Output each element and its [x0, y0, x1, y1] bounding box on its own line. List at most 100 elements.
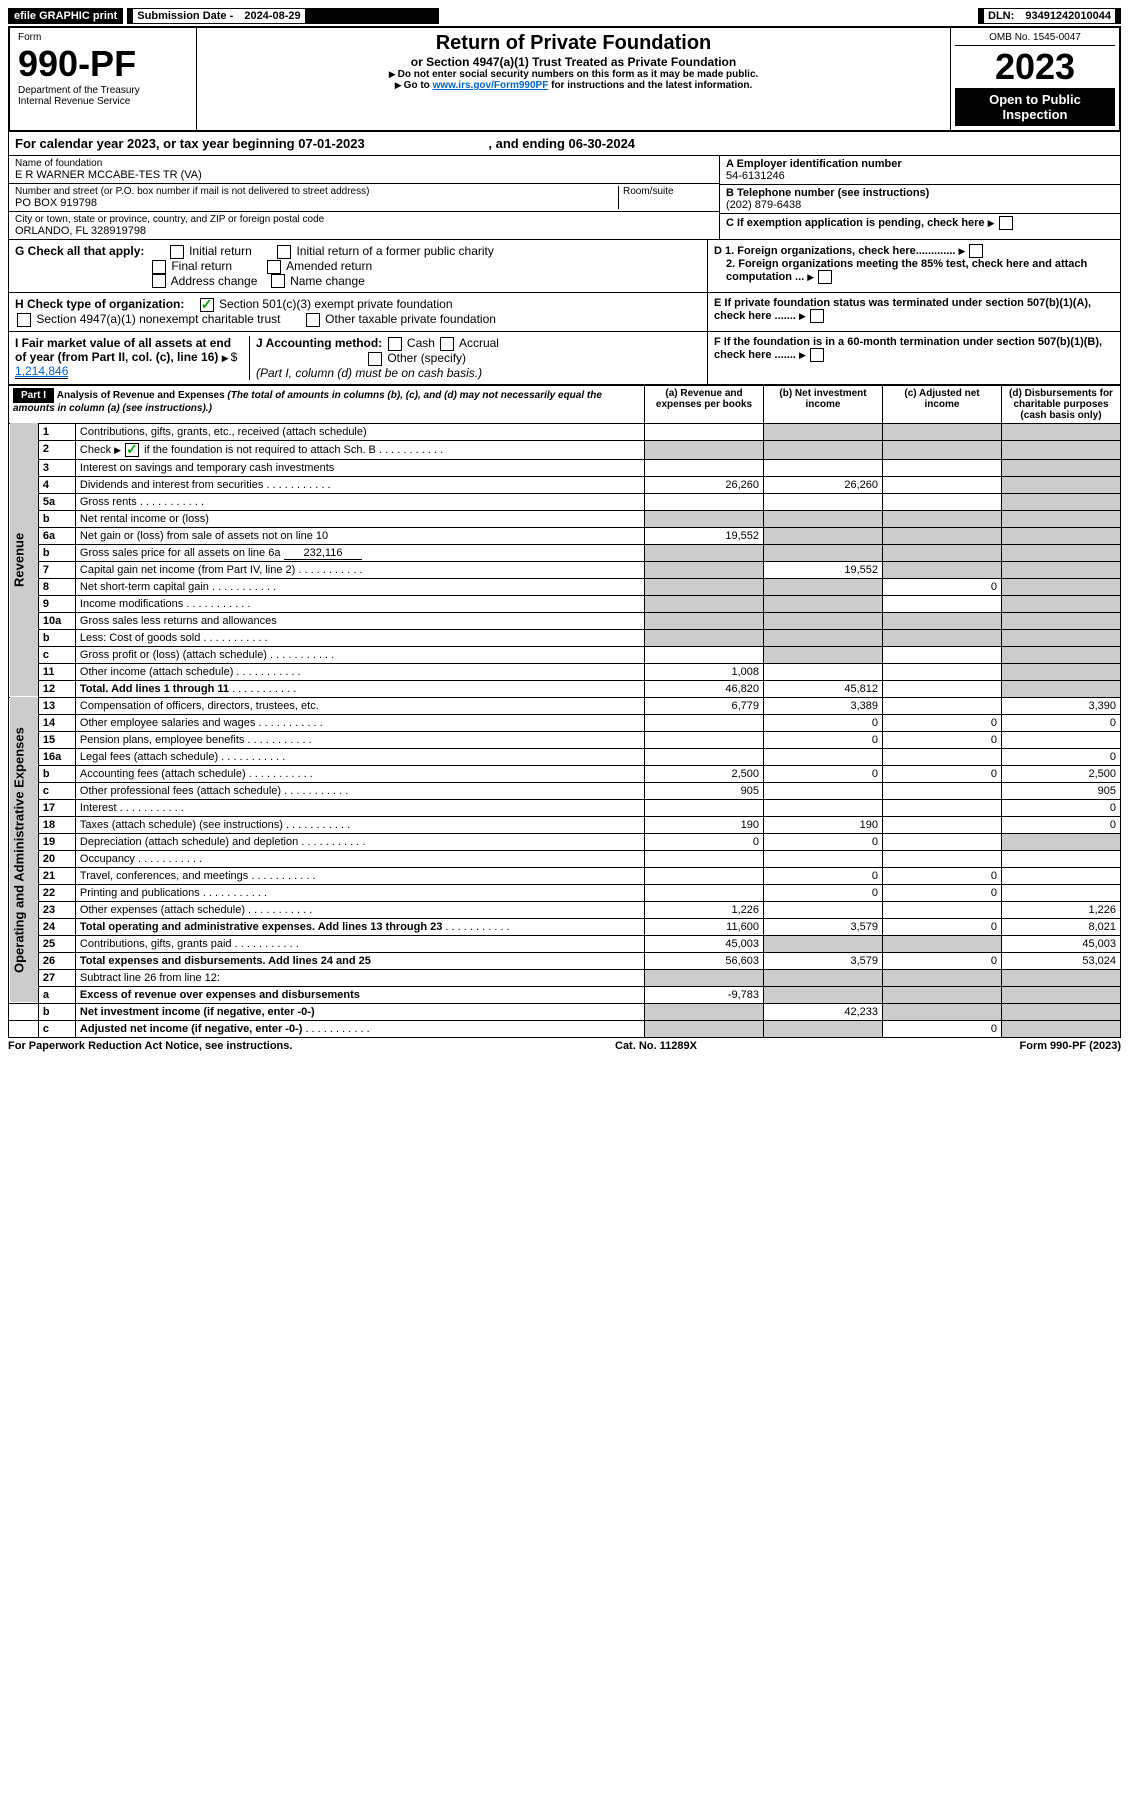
r18: Taxes (attach schedule) (see instruction…: [75, 816, 644, 833]
r8: Net short-term capital gain: [75, 578, 644, 595]
f-checkbox[interactable]: [810, 348, 824, 362]
tel: (202) 879-6438: [726, 199, 1114, 211]
irs: Internal Revenue Service: [18, 96, 188, 107]
i-label: I Fair market value of all assets at end…: [15, 336, 231, 364]
col-b: (b) Net investment income: [764, 385, 883, 423]
g-label: G Check all that apply:: [15, 244, 144, 258]
r16b: Accounting fees (attach schedule): [75, 765, 644, 782]
r11: Other income (attach schedule): [75, 663, 644, 680]
amended-checkbox[interactable]: [267, 260, 281, 274]
warning-1: Do not enter social security numbers on …: [201, 69, 946, 80]
r27: Subtract line 26 from line 12:: [75, 969, 644, 986]
name-change-checkbox[interactable]: [271, 274, 285, 288]
ein-label: A Employer identification number: [726, 158, 902, 170]
r5a: Gross rents: [75, 493, 644, 510]
i-value[interactable]: 1,214,846: [15, 364, 68, 379]
form-ref: Form 990-PF (2023): [1020, 1040, 1121, 1052]
j-note: (Part I, column (d) must be on cash basi…: [256, 366, 482, 380]
section-g: G Check all that apply: Initial return I…: [8, 240, 1121, 293]
r16a: Legal fees (attach schedule): [75, 748, 644, 765]
501c3-checkbox[interactable]: [200, 298, 214, 312]
4947-checkbox[interactable]: [17, 313, 31, 327]
r26: Total expenses and disbursements. Add li…: [75, 952, 644, 969]
r19: Depreciation (attach schedule) and deple…: [75, 833, 644, 850]
top-bar: efile GRAPHIC print Submission Date - 20…: [8, 8, 1121, 24]
r27c: Adjusted net income (if negative, enter …: [75, 1020, 644, 1037]
other-method-checkbox[interactable]: [368, 352, 382, 366]
f-label: F If the foundation is in a 60-month ter…: [714, 336, 1102, 361]
r16c: Other professional fees (attach schedule…: [75, 782, 644, 799]
r3: Interest on savings and temporary cash i…: [75, 459, 644, 476]
cat-no: Cat. No. 11289X: [615, 1040, 697, 1052]
addr-change-checkbox[interactable]: [152, 274, 166, 288]
c-label: C If exemption application is pending, c…: [726, 217, 985, 229]
part1-table: Part I Analysis of Revenue and Expenses …: [8, 385, 1121, 1038]
c-checkbox[interactable]: [999, 216, 1013, 230]
ein: 54-6131246: [726, 170, 1114, 182]
col-c: (c) Adjusted net income: [883, 385, 1002, 423]
other-tax-checkbox[interactable]: [306, 313, 320, 327]
schb-checkbox[interactable]: [125, 443, 139, 457]
efile-badge[interactable]: efile GRAPHIC print: [8, 8, 123, 24]
initial-checkbox[interactable]: [170, 245, 184, 259]
part1-label: Part I: [13, 388, 54, 403]
h-label: H Check type of organization:: [15, 297, 184, 311]
r10c: Gross profit or (loss) (attach schedule): [75, 646, 644, 663]
name-label: Name of foundation: [15, 158, 713, 169]
calendar-year: For calendar year 2023, or tax year begi…: [8, 132, 1121, 156]
form-number: 990-PF: [18, 43, 188, 85]
e-label: E If private foundation status was termi…: [714, 297, 1091, 322]
j-label: J Accounting method:: [256, 336, 382, 350]
col-d: (d) Disbursements for charitable purpose…: [1002, 385, 1121, 423]
r2: Check if the foundation is not required …: [75, 440, 644, 459]
entity-info: Name of foundationE R WARNER MCCABE-TES …: [8, 156, 1121, 240]
r27a: Excess of revenue over expenses and disb…: [75, 986, 644, 1003]
d1-label: D 1. Foreign organizations, check here..…: [714, 245, 955, 257]
part1-title: Analysis of Revenue and Expenses: [57, 390, 225, 401]
page-footer: For Paperwork Reduction Act Notice, see …: [8, 1038, 1121, 1054]
submission-date: Submission Date - 2024-08-29: [127, 8, 439, 24]
r15: Pension plans, employee benefits: [75, 731, 644, 748]
tel-label: B Telephone number (see instructions): [726, 187, 929, 199]
pra-notice: For Paperwork Reduction Act Notice, see …: [8, 1040, 292, 1052]
r4: Dividends and interest from securities: [75, 476, 644, 493]
r1: Contributions, gifts, grants, etc., rece…: [75, 423, 644, 440]
r24: Total operating and administrative expen…: [75, 918, 644, 935]
cash-checkbox[interactable]: [388, 337, 402, 351]
d1-checkbox[interactable]: [969, 244, 983, 258]
initial-former-checkbox[interactable]: [277, 245, 291, 259]
form-label: Form: [18, 32, 188, 43]
foundation-name: E R WARNER MCCABE-TES TR (VA): [15, 169, 713, 181]
d2-label: 2. Foreign organizations meeting the 85%…: [726, 258, 1087, 283]
instructions-link[interactable]: www.irs.gov/Form990PF: [433, 80, 549, 91]
r7: Capital gain net income (from Part IV, l…: [75, 561, 644, 578]
section-h: H Check type of organization: Section 50…: [8, 293, 1121, 332]
open-public: Open to Public Inspection: [955, 88, 1115, 126]
r10b: Less: Cost of goods sold: [75, 629, 644, 646]
r10a: Gross sales less returns and allowances: [75, 612, 644, 629]
col-a: (a) Revenue and expenses per books: [645, 385, 764, 423]
address: PO BOX 919798: [15, 197, 618, 209]
d2-checkbox[interactable]: [818, 270, 832, 284]
r12: Total. Add lines 1 through 11: [75, 680, 644, 697]
r13: Compensation of officers, directors, tru…: [75, 697, 644, 714]
r21: Travel, conferences, and meetings: [75, 867, 644, 884]
r25: Contributions, gifts, grants paid: [75, 935, 644, 952]
city-label: City or town, state or province, country…: [15, 214, 713, 225]
room-label: Room/suite: [623, 186, 713, 197]
form-subtitle: or Section 4947(a)(1) Trust Treated as P…: [201, 55, 946, 69]
tax-year: 2023: [955, 46, 1115, 88]
e-checkbox[interactable]: [810, 309, 824, 323]
revenue-label: Revenue: [9, 423, 39, 697]
r17: Interest: [75, 799, 644, 816]
city: ORLANDO, FL 328919798: [15, 225, 713, 237]
final-checkbox[interactable]: [152, 260, 166, 274]
section-ij: I Fair market value of all assets at end…: [8, 332, 1121, 385]
r9: Income modifications: [75, 595, 644, 612]
r22: Printing and publications: [75, 884, 644, 901]
addr-label: Number and street (or P.O. box number if…: [15, 186, 618, 197]
r23: Other expenses (attach schedule): [75, 901, 644, 918]
dln: DLN: 93491242010044: [978, 8, 1121, 24]
r6a: Net gain or (loss) from sale of assets n…: [75, 527, 644, 544]
accrual-checkbox[interactable]: [440, 337, 454, 351]
